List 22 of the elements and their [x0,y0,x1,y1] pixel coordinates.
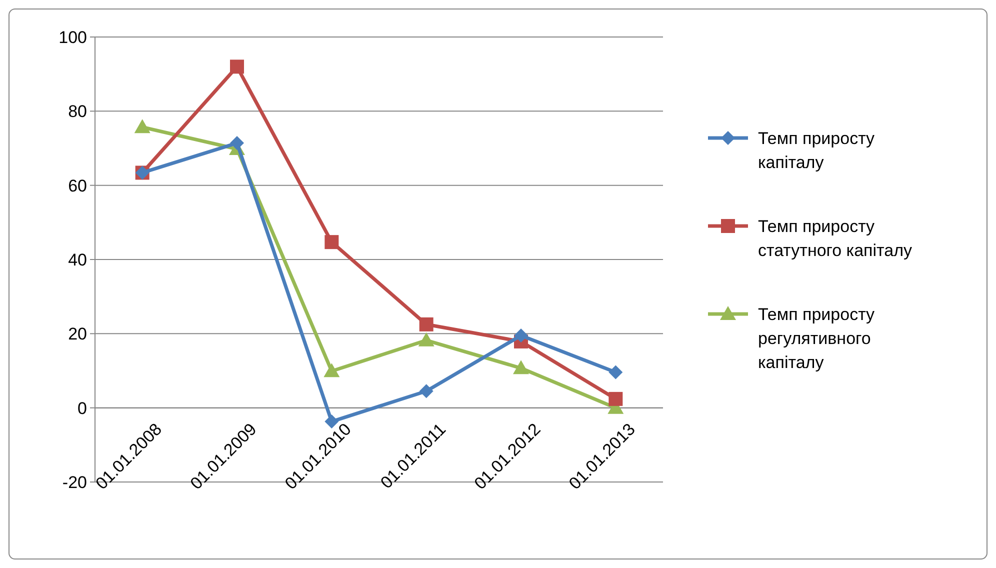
y-tick-label: 100 [58,28,87,47]
y-tick-label: 60 [68,176,87,196]
point [608,365,623,380]
point [230,136,244,150]
point [418,332,434,346]
point [134,119,150,134]
y-tick-label: 20 [68,324,87,344]
point [324,363,340,378]
y-tick-label: 40 [68,250,87,270]
point [513,360,529,374]
legend-label: Темп приросту регулятивного капіталу [758,304,876,372]
y-tick-label: 80 [68,102,87,122]
point [324,235,339,250]
point [419,317,434,332]
legend-label: Темп приросту статутного капіталу [758,216,913,260]
point [608,392,623,406]
point [419,384,434,398]
point [230,60,244,74]
y-tick-label: -20 [62,472,87,492]
point [514,328,528,343]
y-tick-label: 0 [78,398,87,418]
legend-label: Темп приросту капіталу [758,128,876,172]
